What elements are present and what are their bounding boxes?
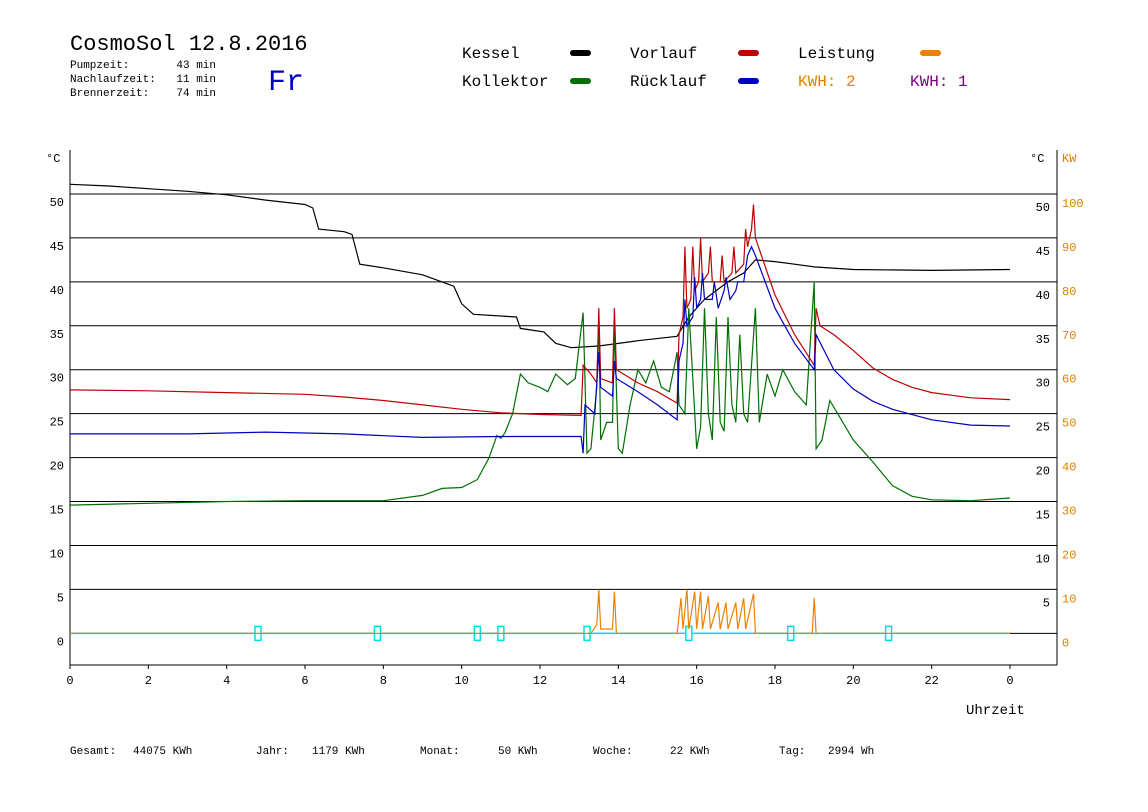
- x-tick-label: 2: [145, 674, 152, 688]
- footer-label: Monat:: [420, 746, 460, 758]
- y2-tick-label: 0: [1062, 636, 1069, 650]
- x-tick-label: 6: [301, 674, 308, 688]
- footer-value: 2994 Wh: [828, 746, 874, 758]
- x-tick-label: 0: [1006, 674, 1013, 688]
- legend-label: Leistung: [798, 45, 875, 63]
- y2-tick-label: 20: [1062, 548, 1076, 562]
- y-tick-label: 30: [50, 372, 64, 386]
- y2-tick-label: 50: [1062, 417, 1076, 431]
- footer-value: 22 KWh: [670, 746, 710, 758]
- series-line: [70, 589, 1010, 634]
- legend-label: Vorlauf: [630, 45, 697, 63]
- x-tick-label: 16: [689, 674, 703, 688]
- y2-tick-label: 100: [1062, 197, 1084, 211]
- stat-label: Pumpzeit:: [70, 60, 129, 72]
- series-line: [69, 281, 1011, 506]
- y-tick-label-right: 45: [1036, 245, 1050, 259]
- y2-tick-label: 10: [1062, 592, 1076, 606]
- series-line: [69, 183, 1011, 349]
- y-tick-label: 40: [50, 284, 64, 298]
- y-tick-label-right: 35: [1036, 333, 1050, 347]
- stat-value: 74 min: [176, 88, 216, 100]
- day: Fr: [268, 66, 304, 100]
- y-tick-label: 10: [50, 547, 64, 561]
- y-tick-label-right: 30: [1036, 377, 1050, 391]
- footer-label: Gesamt:: [70, 746, 116, 758]
- x-tick-label: 10: [454, 674, 468, 688]
- series-line: [70, 245, 1011, 454]
- y-tick-label-right: 5: [1043, 596, 1050, 610]
- x-tick-label: 12: [533, 674, 547, 688]
- y-tick-label: 15: [50, 504, 64, 518]
- legend-note: KWH: 2: [798, 73, 856, 91]
- legend-label: Kollektor: [462, 73, 548, 91]
- x-tick-label: 0: [66, 674, 73, 688]
- x-tick-label: 14: [611, 674, 625, 688]
- y-tick-label-right: 40: [1036, 289, 1050, 303]
- y2-tick-label: 60: [1062, 373, 1076, 387]
- legend-label: Kessel: [462, 45, 520, 63]
- x-tick-label: 22: [924, 674, 938, 688]
- y-tick-label: 45: [50, 240, 64, 254]
- x-axis-label: Uhrzeit: [966, 703, 1025, 719]
- x-tick-label: 20: [846, 674, 860, 688]
- y2-tick-label: 30: [1062, 505, 1076, 519]
- y-tick-label: 50: [50, 196, 64, 210]
- y-tick-label-right: 25: [1036, 421, 1050, 435]
- x-tick-label: 18: [768, 674, 782, 688]
- legend-note: KWH: 1: [910, 73, 968, 91]
- footer-label: Jahr:: [256, 746, 289, 758]
- chart-title: CosmoSol 12.8.2016: [70, 32, 308, 57]
- footer-value: 50 KWh: [498, 746, 538, 758]
- y-tick-label-right: 15: [1036, 509, 1050, 523]
- y-tick-label-right: 10: [1036, 552, 1050, 566]
- y2-tick-label: 70: [1062, 329, 1076, 343]
- stat-value: 43 min: [176, 60, 216, 72]
- x-tick-label: 4: [223, 674, 230, 688]
- y-tick-label: 20: [50, 460, 64, 474]
- y-unit: °C: [46, 152, 60, 166]
- y2-unit: KW: [1062, 152, 1077, 166]
- y-tick-label: 35: [50, 328, 64, 342]
- footer-value: 44075 KWh: [133, 746, 192, 758]
- stat-label: Nachlaufzeit:: [70, 74, 156, 86]
- y-tick-label-right: 50: [1036, 201, 1050, 215]
- footer-label: Tag:: [779, 746, 805, 758]
- x-tick-label: 8: [380, 674, 387, 688]
- y-tick-label: 5: [57, 591, 64, 605]
- y-tick-label: 25: [50, 416, 64, 430]
- stat-value: 11 min: [176, 74, 216, 86]
- y-tick-label-right: 20: [1036, 465, 1050, 479]
- y-unit-right: °C: [1030, 152, 1044, 166]
- legend-label: Rücklauf: [630, 73, 707, 91]
- y2-tick-label: 40: [1062, 461, 1076, 475]
- footer-label: Woche:: [593, 746, 633, 758]
- y2-tick-label: 90: [1062, 241, 1076, 255]
- stat-label: Brennerzeit:: [70, 88, 149, 100]
- footer-value: 1179 KWh: [312, 746, 365, 758]
- y-tick-label: 0: [57, 635, 64, 649]
- y2-tick-label: 80: [1062, 285, 1076, 299]
